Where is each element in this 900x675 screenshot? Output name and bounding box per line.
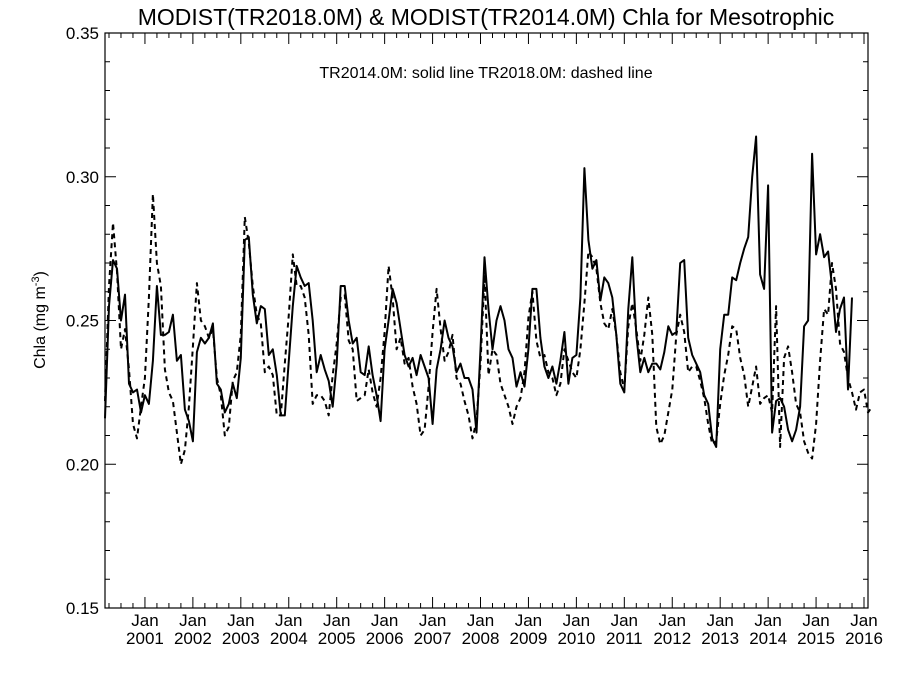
x-tick-label-month: Jan	[754, 611, 781, 630]
x-tick-label-year: 2001	[126, 629, 164, 648]
x-tick-label-month: Jan	[467, 611, 494, 630]
series-line-tr2018-0m	[104, 193, 873, 466]
x-tick-label-month: Jan	[659, 611, 686, 630]
x-tick-label-year: 2002	[174, 629, 212, 648]
x-tick-label-year: 2006	[366, 629, 404, 648]
y-axis-title-main: Chla (mg m	[32, 286, 49, 369]
y-axis-title-close: )	[32, 271, 49, 276]
plot-frame	[104, 32, 869, 609]
x-tick-label-month: Jan	[131, 611, 158, 630]
axes: 0.150.200.250.300.35Jan2001Jan2002Jan200…	[66, 24, 883, 648]
x-tick-label-year: 2007	[414, 629, 452, 648]
series-line-tr2014-0m	[104, 135, 853, 448]
x-tick-label-month: Jan	[179, 611, 206, 630]
x-tick-label-month: Jan	[611, 611, 638, 630]
y-axis-title-superscript: -3	[30, 276, 42, 286]
svg-text:Chla (mg m-3): Chla (mg m-3)	[30, 271, 49, 369]
y-tick-label: 0.35	[66, 24, 99, 43]
x-tick-label-month: Jan	[515, 611, 542, 630]
x-tick-label-year: 2013	[701, 629, 739, 648]
x-tick-label-year: 2009	[510, 629, 548, 648]
series-layer	[104, 135, 873, 466]
x-tick-label-year: 2014	[749, 629, 787, 648]
x-tick-label-year: 2015	[797, 629, 835, 648]
y-tick-label: 0.20	[66, 455, 99, 474]
x-tick-label-year: 2012	[653, 629, 691, 648]
x-tick-label-year: 2008	[462, 629, 500, 648]
x-tick-label-year: 2004	[270, 629, 308, 648]
x-tick-label-year: 2003	[222, 629, 260, 648]
y-tick-label: 0.15	[66, 599, 99, 618]
y-axis-title: Chla (mg m-3)	[30, 271, 49, 369]
x-tick-label-month: Jan	[850, 611, 877, 630]
x-tick-label-month: Jan	[227, 611, 254, 630]
x-tick-label-month: Jan	[323, 611, 350, 630]
x-tick-label-month: Jan	[275, 611, 302, 630]
line-style-legend: TR2014.0M: solid line TR2018.0M: dashed …	[319, 65, 652, 82]
x-tick-label-month: Jan	[802, 611, 829, 630]
x-tick-label-month: Jan	[419, 611, 446, 630]
x-tick-label-year: 2011	[606, 629, 643, 648]
x-tick-label-month: Jan	[371, 611, 398, 630]
x-tick-label-year: 2016	[845, 629, 883, 648]
x-tick-label-year: 2005	[318, 629, 356, 648]
x-tick-label-month: Jan	[706, 611, 733, 630]
chart-title: MODIST(TR2018.0M) & MODIST(TR2014.0M) Ch…	[138, 4, 835, 30]
x-tick-label-year: 2010	[557, 629, 595, 648]
x-tick-label-month: Jan	[563, 611, 590, 630]
y-tick-label: 0.25	[66, 312, 99, 331]
y-tick-label: 0.30	[66, 168, 99, 187]
